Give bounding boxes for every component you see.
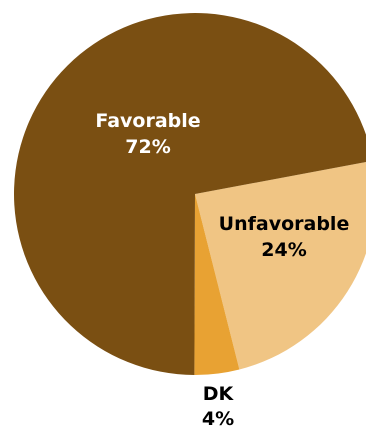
pie-slices <box>14 13 366 376</box>
slice-label-dk: DK <box>203 383 235 405</box>
pie-slice-favorable <box>14 13 366 375</box>
slice-label-unfavorable: Unfavorable <box>219 213 350 235</box>
slice-value-dk: 4% <box>202 408 234 426</box>
pie-slice-dk <box>194 194 240 376</box>
pie-slice-unfavorable <box>195 161 366 370</box>
slice-value-unfavorable: 24% <box>261 239 306 261</box>
slice-label-favorable: Favorable <box>95 110 200 132</box>
slice-value-favorable: 72% <box>125 136 170 158</box>
